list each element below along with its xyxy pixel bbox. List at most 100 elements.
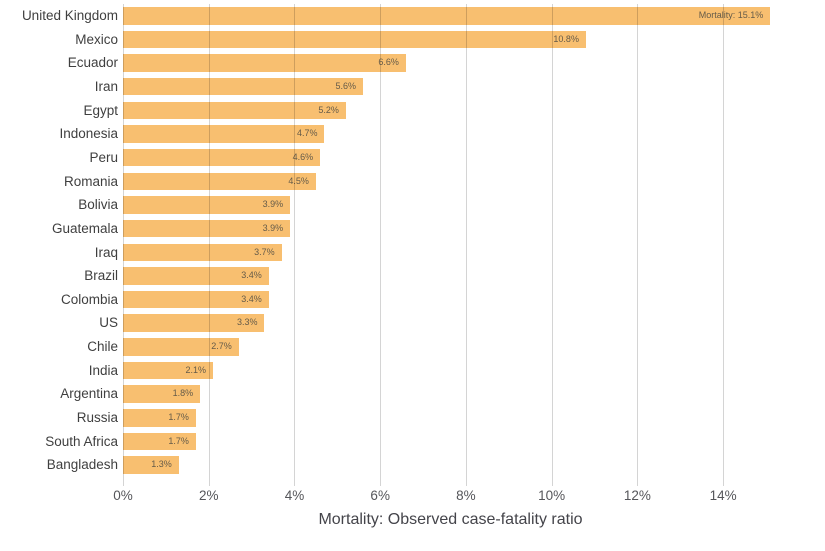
category-label: Brazil bbox=[84, 268, 118, 284]
bar-row: 5.6% bbox=[123, 75, 778, 99]
category-label: India bbox=[88, 362, 118, 378]
bar: 1.7% bbox=[123, 409, 196, 427]
x-tick-label: 2% bbox=[198, 488, 219, 503]
gridline bbox=[723, 4, 725, 486]
bar-value-label: 4.5% bbox=[288, 175, 309, 186]
bar-row: 3.9% bbox=[123, 217, 778, 241]
bar-row: 3.4% bbox=[123, 288, 778, 312]
bar-value-label: 1.7% bbox=[168, 412, 189, 423]
bar: 4.7% bbox=[123, 125, 325, 143]
bar-value-label: 10.8% bbox=[553, 33, 579, 44]
bar-row: Mortality: 15.1% bbox=[123, 4, 778, 28]
bar: 3.7% bbox=[123, 243, 282, 261]
bar-row: 3.7% bbox=[123, 241, 778, 265]
bar-row: 2.7% bbox=[123, 335, 778, 359]
category-label: Colombia bbox=[60, 291, 118, 307]
category-label: Romania bbox=[63, 173, 118, 189]
category-label: Indonesia bbox=[59, 126, 118, 142]
gridline bbox=[551, 4, 553, 486]
x-axis-title: Mortality: Observed case-fatality ratio bbox=[318, 511, 583, 528]
bar-row: 3.4% bbox=[123, 264, 778, 288]
gridline bbox=[637, 4, 639, 486]
category-label: Russia bbox=[76, 410, 118, 426]
bar-row: 5.2% bbox=[123, 99, 778, 123]
bar: 2.1% bbox=[123, 361, 214, 380]
gridline bbox=[380, 4, 382, 486]
x-tick-label: 8% bbox=[456, 488, 476, 503]
bar-value-label: 4.6% bbox=[292, 151, 314, 162]
gridline bbox=[208, 4, 210, 486]
bar-value-label: 1.3% bbox=[151, 459, 172, 470]
bar-value-label: 3.7% bbox=[254, 246, 275, 257]
bar-row: 1.7% bbox=[123, 406, 778, 430]
gridline bbox=[123, 4, 124, 486]
bar-value-label: 3.4% bbox=[241, 270, 262, 281]
bar-value-label: 4.7% bbox=[296, 128, 318, 139]
bar: 3.4% bbox=[123, 290, 269, 309]
bar-value-label: 5.6% bbox=[335, 80, 357, 91]
category-label: Peru bbox=[89, 149, 118, 165]
category-axis: United Kingdom Mexico Ecuador Iran Egypt Indo… bbox=[0, 4, 118, 477]
bar-row: 4.7% bbox=[123, 122, 778, 146]
bar-value-label: 3.9% bbox=[262, 222, 284, 233]
category-label: US bbox=[99, 315, 118, 331]
bar-value-label: 1.7% bbox=[168, 435, 189, 446]
bar-value-label: 6.6% bbox=[378, 57, 399, 68]
bar: Mortality: 15.1% bbox=[123, 7, 771, 25]
bar-value-label: Mortality: 15.1% bbox=[698, 10, 764, 20]
bar-row: 2.1% bbox=[123, 359, 778, 383]
x-tick-label: 12% bbox=[623, 488, 651, 503]
bar-value-label: 3.3% bbox=[236, 317, 258, 328]
bar-value-label: 3.9% bbox=[262, 199, 284, 210]
category-label: Mexico bbox=[75, 31, 118, 47]
bar: 3.9% bbox=[123, 196, 291, 214]
bar: 10.8% bbox=[123, 30, 586, 49]
bar-row: 3.9% bbox=[123, 193, 778, 217]
bar-row: 3.3% bbox=[123, 311, 778, 335]
bar: 1.3% bbox=[123, 456, 179, 474]
bar-value-label: 3.4% bbox=[241, 293, 262, 304]
bar-row: 1.8% bbox=[123, 382, 778, 406]
bar: 1.8% bbox=[123, 385, 201, 403]
category-label: Egypt bbox=[83, 102, 118, 118]
bar: 4.6% bbox=[123, 148, 321, 167]
category-label: Argentina bbox=[60, 386, 118, 402]
category-label: Iraq bbox=[94, 244, 118, 260]
x-tick-label: 14% bbox=[709, 488, 737, 503]
bar: 5.6% bbox=[123, 77, 364, 96]
category-label: Bangladesh bbox=[46, 457, 118, 473]
bar: 3.4% bbox=[123, 267, 269, 285]
category-label: South Africa bbox=[45, 433, 118, 449]
bar: 6.6% bbox=[123, 54, 406, 72]
bar-row: 4.6% bbox=[123, 146, 778, 170]
category-label: Iran bbox=[94, 78, 118, 94]
bar: 3.3% bbox=[123, 314, 265, 332]
x-tick-label: 6% bbox=[370, 488, 390, 503]
bar: 1.7% bbox=[123, 432, 196, 451]
bar-value-label: 1.8% bbox=[172, 388, 194, 399]
category-label: Ecuador bbox=[67, 55, 118, 71]
bar-value-label: 5.2% bbox=[318, 104, 339, 115]
gridline bbox=[294, 4, 296, 486]
bar: 5.2% bbox=[123, 101, 346, 120]
category-label: Guatemala bbox=[51, 220, 118, 236]
x-axis-tick-labels: 0% 2% 4% 6% 8% 10% 12% 14% bbox=[113, 488, 778, 504]
category-label: Bolivia bbox=[78, 197, 118, 213]
category-label: United Kingdom bbox=[21, 8, 118, 23]
bar: 2.7% bbox=[123, 338, 239, 356]
bar-row: 1.3% bbox=[123, 453, 778, 477]
bar: 4.5% bbox=[123, 172, 316, 191]
x-tick-label: 0% bbox=[113, 488, 133, 503]
x-tick-label: 4% bbox=[284, 488, 305, 503]
x-tick-label: 10% bbox=[538, 488, 566, 503]
bar-value-label: 2.1% bbox=[185, 364, 207, 375]
bar-row: 10.8% bbox=[123, 28, 778, 52]
bar-row: 6.6% bbox=[123, 51, 778, 75]
bar: 3.9% bbox=[123, 219, 291, 238]
bar-value-label: 2.7% bbox=[211, 341, 232, 352]
plot-area: Mortality: 15.1% 10.8% 6.6% 5.6% 5.2% 4.7% 4.6… bbox=[123, 4, 778, 486]
bar-row: 1.7% bbox=[123, 430, 778, 454]
category-label: Chile bbox=[87, 339, 118, 355]
bar-row: 4.5% bbox=[123, 170, 778, 194]
